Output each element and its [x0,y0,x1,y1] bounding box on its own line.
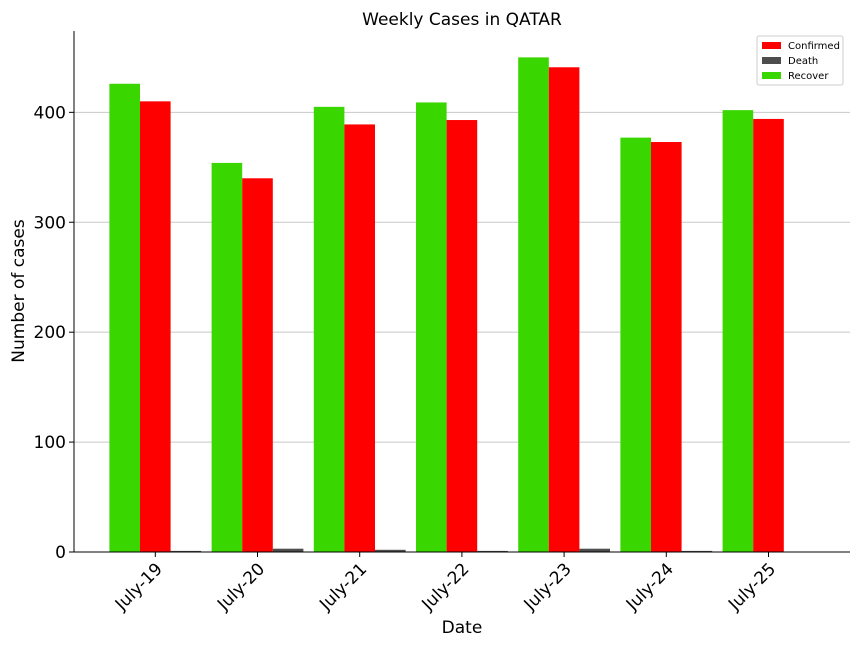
bar-confirmed-july-20 [242,178,273,552]
bar-recover-july-24 [620,137,651,552]
legend: Confirmed Death Recover [756,35,844,86]
bar-confirmed-july-19 [140,101,171,552]
bar-confirmed-july-25 [753,118,784,552]
legend-swatch-confirmed [762,42,781,49]
chart-title: Weekly Cases in QATAR [362,10,562,30]
bar-confirmed-july-22 [446,120,478,552]
bar-death-july-22 [477,550,508,552]
bar-recover-july-21 [313,106,345,553]
x-tick-label: July-21 [315,559,371,615]
y-ticks: 0 100 200 300 400 [34,103,74,563]
x-tick-label: July-23 [520,559,576,615]
bar-confirmed-july-24 [651,142,682,552]
bar-recover-july-20 [211,162,243,552]
x-tick-label: July-19 [111,559,167,615]
bar-recover-july-25 [722,110,754,552]
legend-label-confirmed: Confirmed [788,41,840,52]
bar-death-july-20 [272,548,304,552]
bar-death-july-23 [579,548,610,552]
y-tick-label: 400 [34,103,66,123]
y-tick-label: 300 [34,213,66,233]
x-axis-label: Date [442,618,483,638]
legend-swatch-death [762,57,781,64]
legend-swatch-recover [762,72,781,79]
bar-confirmed-july-21 [344,124,375,552]
bar-death-july-21 [375,549,406,552]
bars [109,57,784,553]
bar-recover-july-22 [416,102,447,553]
bar-death-july-24 [681,550,713,552]
x-tick-label: July-24 [622,559,678,615]
legend-label-death: Death [788,56,818,67]
x-tick-label: July-25 [724,559,780,615]
x-ticks: July-19 July-20 July-21 July-22 July-23 July-… [111,552,780,615]
y-tick-label: 100 [34,433,66,453]
legend-label-recover: Recover [788,71,829,82]
x-tick-label: July-22 [418,559,474,615]
y-axis-label: Number of cases [9,219,29,363]
bar-recover-july-19 [109,83,140,552]
x-tick-label: July-20 [213,559,269,615]
bar-confirmed-july-23 [548,67,580,552]
y-tick-label: 0 [55,543,66,563]
bar-death-july-19 [170,550,202,552]
y-tick-label: 200 [34,323,66,343]
bar-recover-july-23 [518,57,549,552]
